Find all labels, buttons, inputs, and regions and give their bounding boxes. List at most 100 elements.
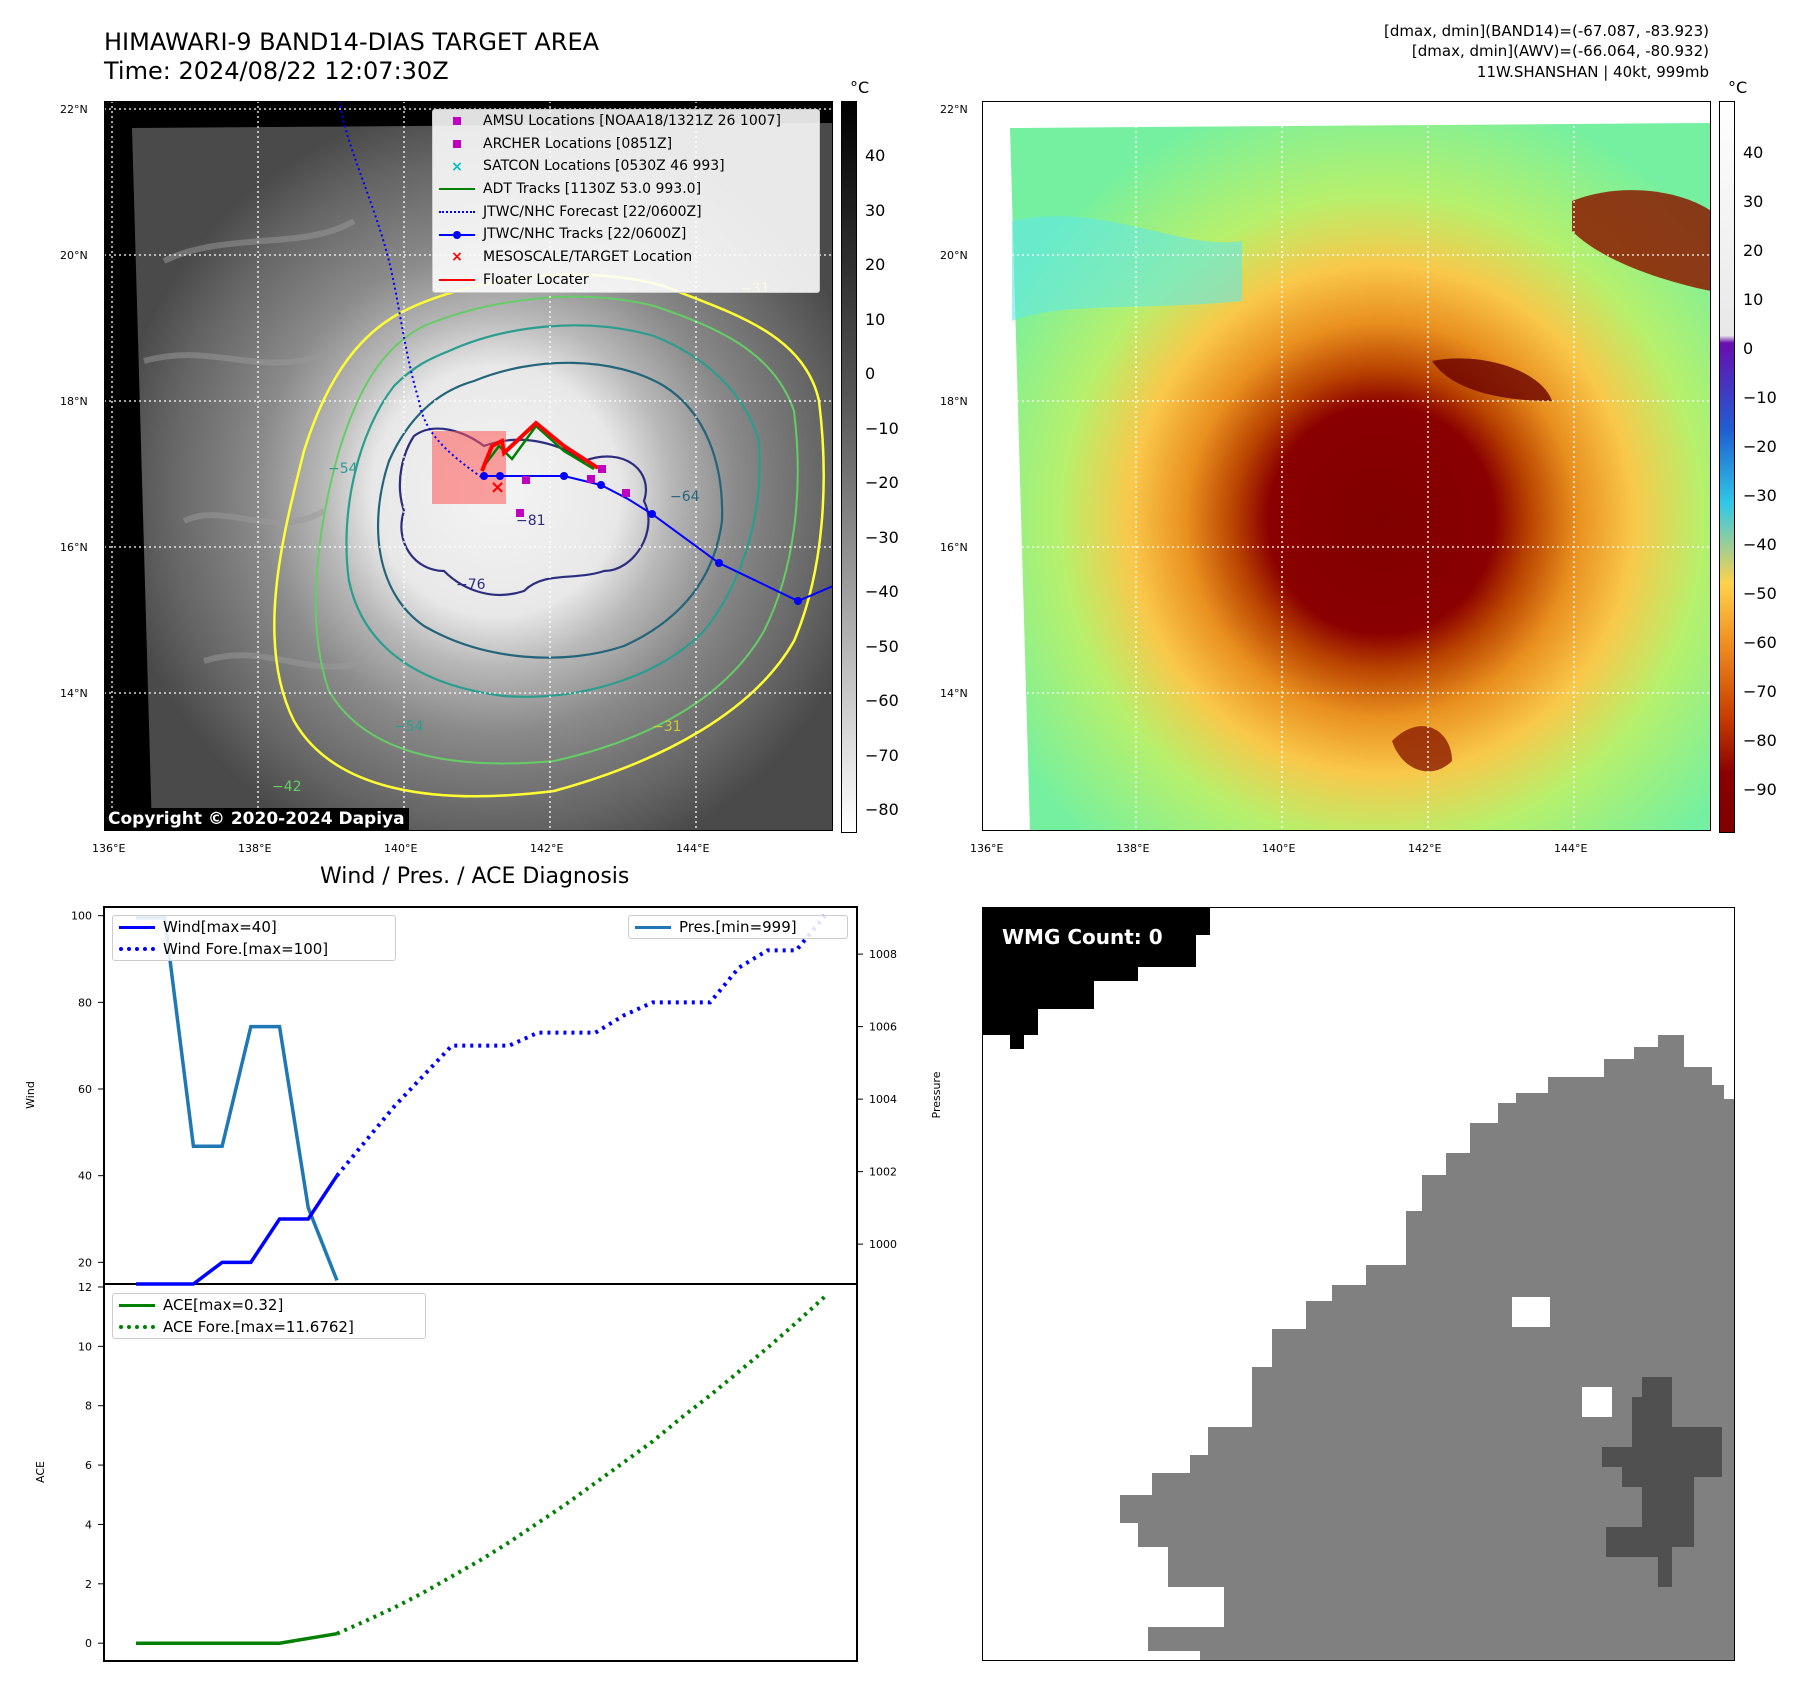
axis-tick-label: 1002: [869, 1166, 897, 1179]
lon-label: 136°E: [92, 842, 126, 855]
wmg-gray-region: [1120, 1035, 1735, 1661]
ir-colorbar-tick: −50: [865, 636, 899, 656]
wmg-darkgray-region: [1602, 1377, 1722, 1587]
wind-legend: Wind[max=40] Wind Fore.[max=100]: [112, 915, 396, 961]
axis-tick-label: 6: [85, 1459, 92, 1472]
svg-text:−76: −76: [456, 577, 486, 593]
legend-adt: ADT Tracks [1130Z 53.0 993.0]: [433, 178, 819, 201]
info-line1: [dmax, dmin](BAND14)=(-67.087, -83.923): [1384, 22, 1709, 40]
ir-colorbar-tick: 40: [865, 146, 886, 165]
legend-ace-fore: ACE Fore.[max=11.6762]: [113, 1316, 425, 1338]
color-map-gridlines: [982, 101, 1711, 831]
color-colorbar-tick: −90: [1743, 780, 1777, 799]
lon-label: 140°E: [384, 842, 418, 855]
lat-label: 16°N: [940, 541, 968, 554]
svg-text:−54: −54: [328, 461, 358, 477]
lon-label: 144°E: [1554, 842, 1588, 855]
contour-teal: [345, 324, 761, 698]
lat-label: 22°N: [60, 103, 88, 116]
ir-colorbar-tick: −60: [865, 691, 899, 710]
svg-text:−31: −31: [652, 719, 682, 735]
lat-label: 20°N: [940, 249, 968, 262]
color-colorbar-tick: −30: [1743, 486, 1777, 505]
legend-jtwc-forecast: JTWC/NHC Forecast [22/0600Z]: [433, 201, 819, 224]
axis-tick-label: 12: [78, 1281, 92, 1294]
axis-tick-label: 10: [78, 1340, 92, 1353]
contour-yellow: [273, 273, 825, 798]
legend-wind: Wind[max=40]: [113, 916, 395, 938]
ir-colorbar-unit: °C: [850, 78, 870, 97]
info-line2: [dmax, dmin](AWV)=(-66.064, -80.932): [1411, 42, 1709, 60]
ir-colorbar-tick: 0: [865, 364, 876, 383]
legend-archer: ARCHER Locations [0851Z]: [433, 133, 819, 156]
amsu-archer-markers: [516, 465, 630, 517]
axis-tick-label: 1000: [869, 1238, 897, 1251]
color-colorbar-tick: 0: [1743, 339, 1754, 358]
wmg-black-region: [982, 907, 1210, 1049]
lon-label: 142°E: [530, 842, 564, 855]
axis-tick-label: 1008: [869, 948, 897, 961]
lat-label: 16°N: [60, 541, 88, 554]
color-colorbar-tick: −10: [1743, 388, 1777, 407]
ir-map-legend: AMSU Locations [NOAA18/1321Z 26 1007] AR…: [432, 109, 820, 293]
svg-text:−64: −64: [670, 489, 700, 505]
ir-colorbar-tick: 30: [865, 200, 886, 220]
legend-wind-fore: Wind Fore.[max=100]: [113, 938, 395, 960]
ace-y-ticks: 12 10 8 6 4 2 0: [78, 1281, 104, 1650]
axis-tick-label: 1004: [869, 1093, 897, 1106]
lon-label: 140°E: [1262, 842, 1296, 855]
ir-colorbar-tick: −20: [865, 473, 899, 492]
axis-tick-label: 100: [71, 910, 92, 923]
floater-locater: [480, 420, 600, 472]
ir-colorbar-tick: −80: [865, 800, 899, 819]
ir-colorbar-tick: −10: [865, 418, 899, 438]
color-enhanced-map: [982, 101, 1711, 831]
lat-label: 18°N: [940, 395, 968, 408]
legend-jtwc-tracks: JTWC/NHC Tracks [22/0600Z]: [433, 223, 819, 246]
contour-darkteal: [376, 361, 724, 659]
color-colorbar-tick: −70: [1743, 682, 1777, 701]
lat-label: 20°N: [60, 249, 88, 262]
mesoscale-target-marker: ×: [490, 477, 505, 498]
adt-track: [483, 424, 595, 471]
svg-text:−54: −54: [394, 719, 424, 735]
ace-ylabel: ACE: [34, 1461, 47, 1483]
svg-text:−81: −81: [516, 513, 546, 529]
ir-colorbar-tick: −70: [865, 745, 899, 765]
axis-tick-label: 80: [78, 996, 92, 1009]
jtwc-forecast-track: [339, 101, 485, 480]
legend-amsu: AMSU Locations [NOAA18/1321Z 26 1007]: [433, 110, 819, 133]
ace-series: [136, 1631, 338, 1645]
wind-pressure-axes: [103, 906, 858, 1285]
color-colorbar-tick: 20: [1743, 241, 1764, 260]
wind-ylabel: Wind: [24, 1081, 37, 1109]
jtwc-track: [484, 475, 833, 603]
color-colorbar-tick: 10: [1743, 290, 1764, 309]
color-colorbar-tick: −50: [1743, 584, 1777, 603]
jtwc-track-points: [480, 472, 802, 605]
axis-tick-label: 2: [85, 1578, 92, 1591]
color-colorbar-tick: 40: [1743, 143, 1764, 162]
wmg-mask-panel: [982, 907, 1735, 1661]
axis-tick-label: 20: [78, 1256, 92, 1269]
ace-axes: [103, 1283, 858, 1662]
color-colorbar-tick: −20: [1743, 437, 1777, 456]
info-line3: 11W.SHANSHAN | 40kt, 999mb: [1476, 63, 1709, 81]
svg-text:−42: −42: [272, 779, 302, 795]
wind-forecast-series: [335, 914, 827, 1177]
lon-label: 138°E: [238, 842, 272, 855]
legend-ace: ACE[max=0.32]: [113, 1294, 425, 1316]
contour-lightgreen: [314, 295, 799, 765]
color-colorbar-tick: −40: [1743, 535, 1777, 554]
figure-title-line1: HIMAWARI-9 BAND14-DIAS TARGET AREA: [104, 28, 600, 56]
wmg-count-label: WMG Count: 0: [1002, 925, 1163, 949]
lon-label: 144°E: [676, 842, 710, 855]
axis-tick-label: 60: [78, 1083, 92, 1096]
lat-label: 14°N: [60, 687, 88, 700]
legend-floater: Floater Locater: [433, 269, 819, 292]
wind-series: [136, 1174, 339, 1286]
ir-colorbar-tick: −40: [865, 582, 899, 601]
color-colorbar-unit: °C: [1728, 78, 1748, 97]
pressure-ylabel: Pressure: [930, 1071, 943, 1118]
